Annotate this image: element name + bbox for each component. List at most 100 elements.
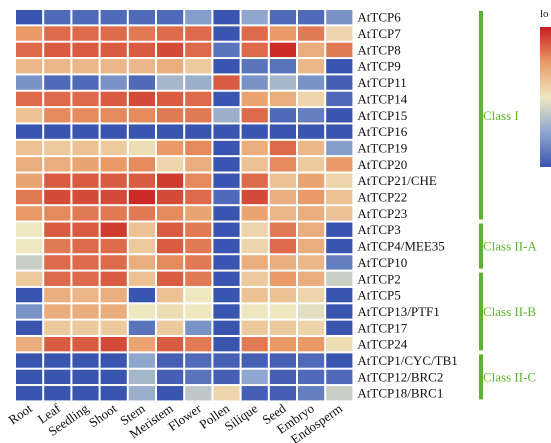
heatmap-cell — [213, 287, 240, 303]
heatmap-cell — [44, 222, 71, 237]
heatmap-cell — [213, 353, 240, 368]
heatmap-cell — [269, 206, 296, 221]
heatmap-cell — [241, 26, 268, 41]
heatmap-cell — [128, 238, 155, 254]
heatmap-cell — [241, 10, 268, 25]
heatmap-cell — [185, 173, 212, 188]
heatmap-cell — [185, 353, 212, 368]
heatmap-cell — [298, 222, 325, 237]
heatmap-cell — [269, 222, 296, 237]
heatmap-cell — [16, 124, 43, 139]
heatmap-cell — [44, 26, 71, 41]
heatmap-cell — [298, 320, 325, 335]
heatmap-cell — [298, 271, 325, 286]
heatmap-cell — [241, 255, 268, 270]
heatmap-cell — [16, 173, 43, 188]
heatmap-cell — [269, 189, 296, 205]
heatmap-cell — [269, 173, 296, 188]
heatmap-cell — [72, 206, 99, 221]
row-label: AtTCP3 — [357, 222, 400, 237]
heatmap-cell — [16, 255, 43, 270]
row-label: AtTCP18/BRC1 — [357, 386, 443, 401]
heatmap-cell — [16, 238, 43, 254]
heatmap-cell — [16, 206, 43, 221]
heatmap-cell — [326, 173, 353, 188]
color-scale-bar — [540, 27, 551, 167]
heatmap-cell — [157, 157, 184, 172]
heatmap-cell — [241, 271, 268, 286]
heatmap-cell — [44, 353, 71, 368]
heatmap-cell — [157, 222, 184, 237]
heatmap-cell — [128, 59, 155, 74]
heatmap-cell — [157, 369, 184, 385]
heatmap-cell — [16, 75, 43, 90]
column-label: Shoot — [86, 400, 120, 430]
heatmap-cell — [241, 238, 268, 254]
heatmap-cell — [269, 26, 296, 41]
heatmap-cell — [326, 42, 353, 58]
heatmap-cell — [269, 108, 296, 123]
heatmap-cell — [269, 59, 296, 74]
heatmap-cell — [241, 124, 268, 139]
heatmap-cell — [241, 140, 268, 156]
heatmap-cell — [128, 206, 155, 221]
heatmap-cell — [185, 304, 212, 319]
heatmap-cell — [326, 59, 353, 74]
heatmap-cell — [72, 304, 99, 319]
heatmap-cell — [298, 140, 325, 156]
heatmap-cell — [298, 173, 325, 188]
row-label: AtTCP1/CYC/TB1 — [357, 353, 457, 368]
heatmap-cell — [44, 10, 71, 25]
color-scale: lo — [540, 8, 551, 167]
row-label: AtTCP12/BRC2 — [357, 369, 443, 384]
row-label: AtTCP9 — [357, 59, 400, 74]
heatmap-cell — [157, 108, 184, 123]
heatmap-cell — [213, 337, 240, 352]
heatmap-cell — [213, 26, 240, 41]
heatmap-cell — [72, 91, 99, 107]
heatmap-cell — [185, 337, 212, 352]
heatmap-cell — [128, 271, 155, 286]
heatmap-cell — [100, 26, 127, 41]
heatmap-cell — [44, 124, 71, 139]
heatmap-cell — [298, 386, 325, 401]
heatmap-cell — [100, 75, 127, 90]
heatmap-cell — [241, 287, 268, 303]
heatmap-cell — [72, 386, 99, 401]
heatmap-cell — [44, 140, 71, 156]
heatmap-cell — [128, 337, 155, 352]
heatmap-cell — [157, 189, 184, 205]
heatmap-cell — [157, 386, 184, 401]
heatmap-cell — [16, 157, 43, 172]
heatmap-cell — [326, 353, 353, 368]
heatmap-cell — [157, 59, 184, 74]
heatmap-cell — [241, 222, 268, 237]
heatmap-cell — [326, 222, 353, 237]
heatmap-cell — [44, 238, 71, 254]
heatmap-cell — [326, 108, 353, 123]
heatmap-cell — [128, 140, 155, 156]
heatmap-cell — [213, 59, 240, 74]
heatmap-cell — [128, 157, 155, 172]
heatmap-cell — [44, 337, 71, 352]
heatmap-cell — [128, 320, 155, 335]
heatmap-cell — [16, 59, 43, 74]
class-bar — [479, 354, 483, 400]
heatmap-cell — [72, 108, 99, 123]
heatmap-cell — [72, 271, 99, 286]
heatmap-cell — [213, 91, 240, 107]
heatmap-cell — [44, 386, 71, 401]
heatmap-cell — [213, 206, 240, 221]
heatmap-cell — [100, 140, 127, 156]
heatmap-cell — [241, 59, 268, 74]
heatmap-cell — [185, 206, 212, 221]
heatmap-cell — [326, 271, 353, 286]
row-label: AtTCP17 — [357, 320, 407, 335]
heatmap-cell — [100, 157, 127, 172]
heatmap-cell — [269, 337, 296, 352]
heatmap-cell — [100, 206, 127, 221]
heatmap-cell — [269, 287, 296, 303]
class-label: Class II-A — [483, 239, 537, 254]
heatmap-cell — [213, 238, 240, 254]
heatmap-cell — [185, 157, 212, 172]
